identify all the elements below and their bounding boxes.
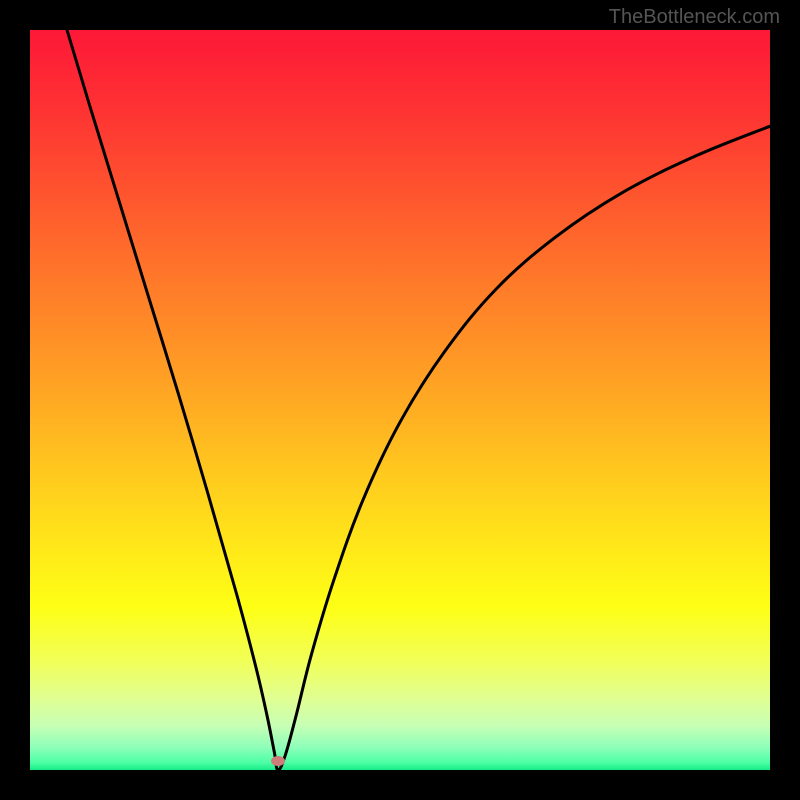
plot-area [30,30,770,770]
minimum-marker [271,756,285,766]
watermark-text: TheBottleneck.com [609,6,780,29]
bottleneck-curve [30,30,770,770]
